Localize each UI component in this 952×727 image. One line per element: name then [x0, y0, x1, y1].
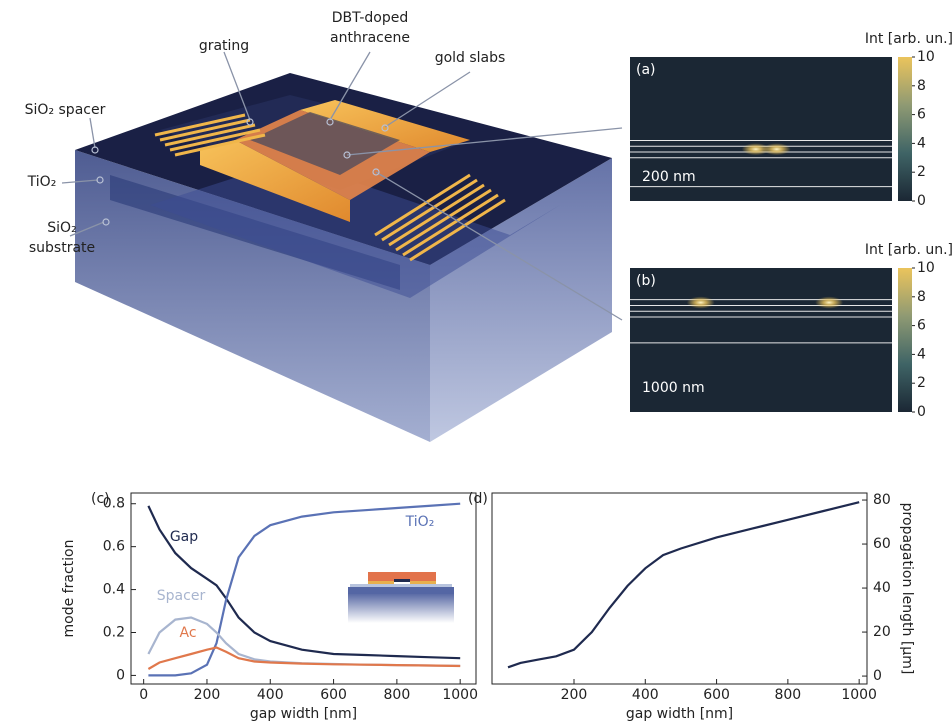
y-tick-label: 0: [116, 667, 125, 683]
colorbar-tick-label: 2: [917, 164, 926, 180]
y-tick-label: 0.2: [103, 624, 125, 640]
inset-diagram: [348, 572, 454, 623]
y-tick-label: 0.6: [103, 539, 125, 555]
panel-label: (c): [91, 491, 110, 507]
x-axis-label: gap width [nm]: [250, 706, 357, 722]
colorbar-tick-label: 6: [917, 318, 926, 334]
y-tick-label: 20: [873, 624, 891, 640]
series-line: [148, 502, 461, 677]
illustration-label: grating: [199, 38, 249, 54]
panel-label: (d): [468, 491, 488, 507]
colorbar-tick-label: 0: [917, 193, 926, 209]
x-tick-label: 200: [194, 687, 221, 703]
colorbar-tick-label: 10: [917, 49, 935, 65]
series-label: Gap: [170, 529, 198, 545]
series-line: [147, 505, 461, 660]
y-tick-label: 80: [873, 492, 891, 508]
annotation: 200 nm: [642, 169, 696, 185]
x-tick-label: 400: [632, 687, 659, 703]
illustration-label: TiO₂: [27, 174, 57, 190]
x-tick-label: 600: [703, 687, 730, 703]
colorbar-tick-label: 4: [917, 135, 926, 151]
y-axis-label: mode fraction: [61, 540, 77, 638]
x-axis-label: gap width [nm]: [626, 706, 733, 722]
field-hotspot: [762, 143, 791, 156]
series-label: Spacer: [157, 588, 206, 604]
x-tick-label: 1000: [442, 687, 478, 703]
illustration-label: gold slabs: [435, 50, 506, 66]
colorbar-tick-label: 0: [917, 404, 926, 420]
colorbar-label: Int [arb. un.]: [865, 242, 952, 258]
x-tick-label: 1000: [841, 687, 877, 703]
field-hotspot: [686, 296, 715, 309]
colorbar-label: Int [arb. un.]: [865, 31, 952, 47]
panel-label: (a): [636, 62, 656, 78]
x-tick-label: 800: [774, 687, 801, 703]
heatmap-field: [630, 268, 892, 412]
y-tick-label: 60: [873, 536, 891, 552]
illustration-label: substrate: [29, 240, 95, 256]
series-label: Ac: [179, 625, 196, 641]
panel-label: (b): [636, 273, 656, 289]
colorbar: [898, 268, 912, 412]
colorbar-tick-label: 8: [917, 78, 926, 94]
y-tick-label: 40: [873, 580, 891, 596]
illustration-label: anthracene: [330, 30, 410, 46]
y-tick-label: 0: [873, 668, 882, 684]
y-tick-label: 0.4: [103, 582, 125, 598]
illustration-label: SiO₂: [47, 220, 76, 236]
x-tick-label: 200: [561, 687, 588, 703]
colorbar-tick-label: 2: [917, 375, 926, 391]
illustration-label: DBT-doped: [332, 10, 409, 26]
y-axis-label: propagation length [μm]: [899, 503, 915, 675]
series-line: [507, 501, 860, 669]
plot-frame: [130, 492, 477, 685]
heatmap-field: [630, 57, 892, 201]
x-tick-label: 600: [320, 687, 347, 703]
series-label: TiO₂: [405, 514, 435, 530]
colorbar-tick-label: 10: [917, 260, 935, 276]
colorbar: [898, 57, 912, 201]
plot-frame: [491, 492, 868, 685]
x-tick-label: 400: [257, 687, 284, 703]
field-hotspot: [741, 143, 770, 156]
x-tick-label: 0: [139, 687, 148, 703]
colorbar-tick-label: 6: [917, 107, 926, 123]
y-tick-label: 0.8: [103, 496, 125, 512]
annotation: 1000 nm: [642, 380, 705, 396]
series-line: [147, 646, 461, 670]
colorbar-tick-label: 8: [917, 289, 926, 305]
x-tick-label: 800: [384, 687, 411, 703]
field-hotspot: [815, 296, 844, 309]
device-illustration: [61, 51, 623, 442]
colorbar-tick-label: 4: [917, 346, 926, 362]
illustration-label: SiO₂ spacer: [25, 102, 106, 118]
